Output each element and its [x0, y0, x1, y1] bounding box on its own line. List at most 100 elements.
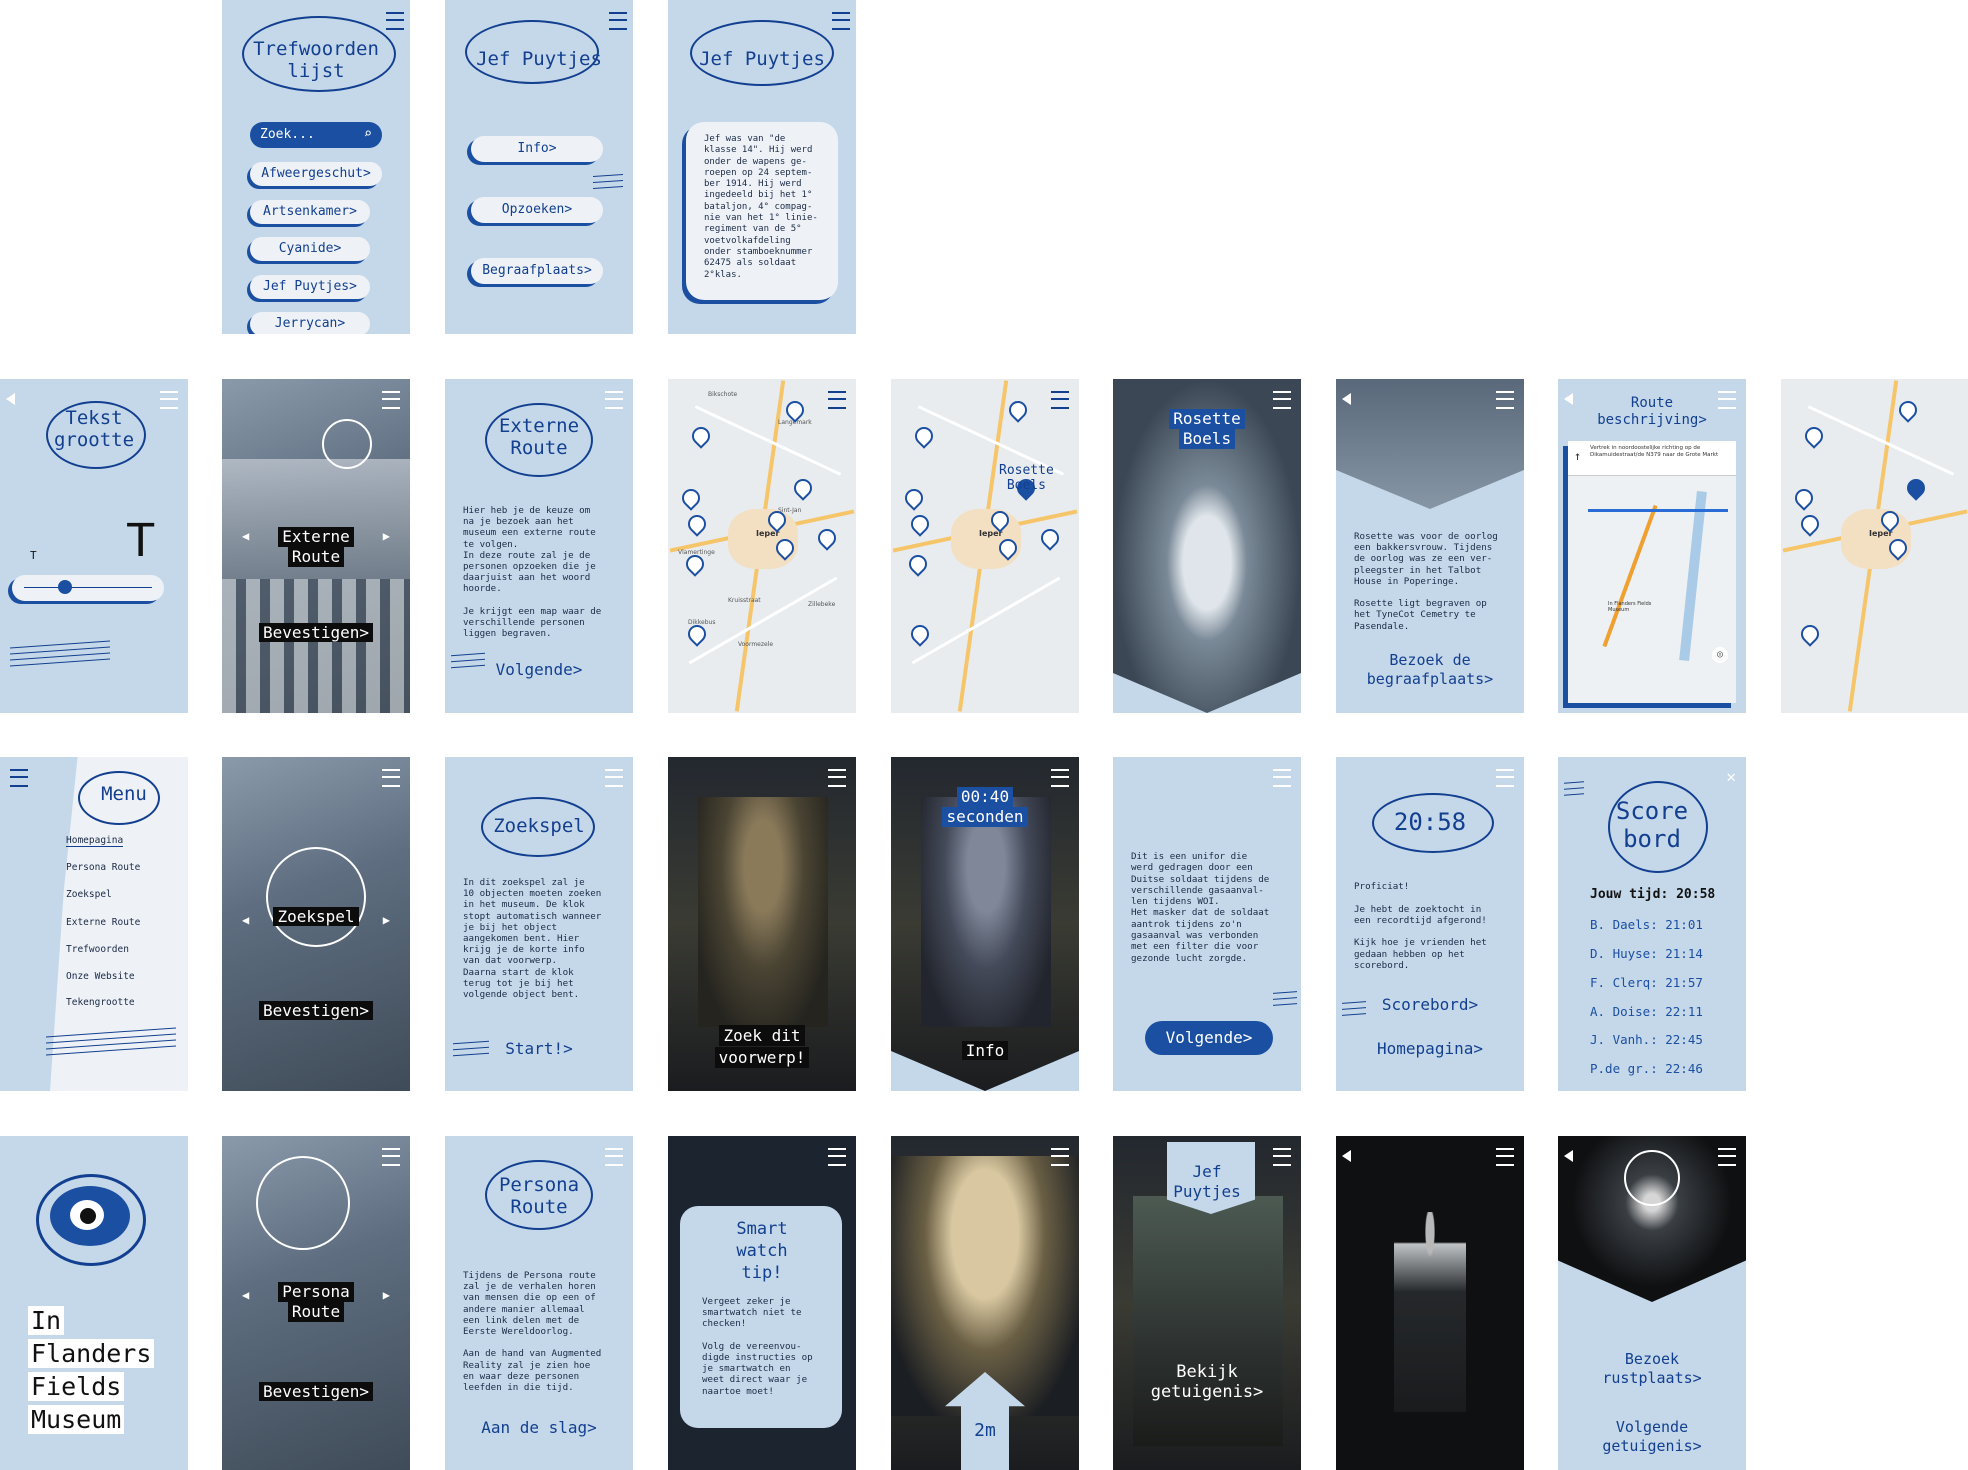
next-button[interactable]: Volgende>	[495, 660, 583, 679]
back-icon[interactable]	[1342, 393, 1351, 405]
map-pin[interactable]	[1005, 397, 1031, 423]
map-view[interactable]: Ieper Bikschote Langemark Zillebeke Voor…	[668, 379, 856, 713]
homepage-button[interactable]: Homepagina>	[1377, 1039, 1483, 1058]
text-size-slider[interactable]	[12, 575, 164, 601]
directions-map[interactable]: ↑ Vertrek in noordoostelijke richting op…	[1568, 441, 1736, 703]
search-input[interactable]: Zoek... ⌕	[250, 122, 382, 148]
start-button[interactable]: Start!>	[505, 1039, 573, 1058]
menu-icon[interactable]	[1051, 1148, 1069, 1166]
menu-icon[interactable]	[1273, 391, 1291, 409]
search-icon[interactable]: ⌕	[363, 126, 372, 142]
keyword-item[interactable]: Jef Puytjes>	[250, 275, 370, 299]
score-row: F. Clerq: 21:57	[1590, 975, 1703, 990]
confirm-button[interactable]: Bevestigen>	[222, 623, 410, 642]
screen-externe-route-info: Externe Route Hier heb je de keuze om na …	[445, 379, 633, 713]
screen-object-info: Dit is een unifor die werd gedragen door…	[1113, 757, 1301, 1091]
slider-knob[interactable]	[58, 580, 73, 594]
menu-icon[interactable]	[609, 12, 627, 30]
map-pin[interactable]	[907, 621, 933, 647]
confirm-button[interactable]: Bevestigen>	[222, 1001, 410, 1020]
find-object-label: Zoek dit voorwerp!	[668, 1025, 856, 1069]
map-pin[interactable]	[1797, 511, 1823, 537]
menu-item-trefwoorden[interactable]: Trefwoorden	[66, 944, 129, 955]
map-view[interactable]: Ieper Rosette Boels	[891, 379, 1079, 713]
map-pin[interactable]	[790, 475, 816, 501]
next-button[interactable]: Volgende>	[1145, 1021, 1273, 1055]
map-pin[interactable]	[905, 551, 931, 577]
menu-item-onze-website[interactable]: Onze Website	[66, 971, 135, 982]
keyword-item[interactable]: Jerrycan>	[250, 312, 370, 334]
next-arrow-icon[interactable]: ▶	[382, 1288, 390, 1302]
menu-icon[interactable]	[1718, 1148, 1736, 1166]
map-pin[interactable]	[1791, 485, 1817, 511]
title-scribble	[46, 401, 146, 469]
menu-icon[interactable]	[382, 769, 400, 787]
visit-grave-button[interactable]: Bezoek rustplaats>	[1602, 1350, 1702, 1387]
next-testimony-button[interactable]: Volgende getuigenis>	[1602, 1418, 1702, 1455]
close-icon[interactable]: ✕	[1726, 767, 1736, 786]
start-button[interactable]: Aan de slag>	[481, 1418, 597, 1437]
map-pin[interactable]	[814, 525, 840, 551]
selected-map-pin[interactable]	[1903, 475, 1929, 501]
visit-grave-button[interactable]: Bezoek de begraafplaats>	[1366, 651, 1494, 688]
menu-item-persona-route[interactable]: Persona Route	[66, 862, 141, 873]
menu-icon[interactable]	[605, 769, 623, 787]
prev-arrow-icon[interactable]: ◀	[242, 529, 250, 543]
menu-icon[interactable]	[1051, 391, 1069, 409]
map-pin[interactable]	[901, 485, 927, 511]
map-pin[interactable]	[907, 511, 933, 537]
map-pin[interactable]	[1895, 397, 1921, 423]
menu-item-externe-route[interactable]: Externe Route	[66, 917, 141, 928]
menu-icon[interactable]	[828, 391, 846, 409]
menu-icon[interactable]	[160, 391, 178, 409]
back-icon[interactable]	[6, 393, 15, 405]
menu-icon[interactable]	[1273, 769, 1291, 787]
map-pin[interactable]	[1037, 525, 1063, 551]
menu-icon[interactable]	[10, 769, 28, 787]
menu-icon[interactable]	[1496, 769, 1514, 787]
menu-icon[interactable]	[605, 1148, 623, 1166]
next-arrow-icon[interactable]: ▶	[382, 529, 390, 543]
menu-icon[interactable]	[1718, 391, 1736, 409]
map-pin[interactable]	[678, 485, 704, 511]
back-icon[interactable]	[1564, 393, 1573, 405]
menu-icon[interactable]	[382, 391, 400, 409]
confirm-button[interactable]: Bevestigen>	[222, 1382, 410, 1401]
keyword-item[interactable]: Cyanide>	[250, 237, 370, 261]
prev-arrow-icon[interactable]: ◀	[242, 913, 250, 927]
menu-icon[interactable]	[382, 1148, 400, 1166]
map-view[interactable]: Ieper	[1781, 379, 1968, 713]
back-icon[interactable]	[1564, 1150, 1573, 1162]
prev-arrow-icon[interactable]: ◀	[242, 1288, 250, 1302]
map-pin[interactable]	[684, 511, 710, 537]
map-pin[interactable]	[1801, 423, 1827, 449]
begraafplaats-button[interactable]: Begraafplaats>	[471, 258, 603, 284]
info-button[interactable]: Info	[891, 1041, 1079, 1060]
menu-icon[interactable]	[832, 12, 850, 30]
view-testimony-button[interactable]: Bekijk getuigenis>	[1150, 1362, 1264, 1402]
menu-icon[interactable]	[1273, 1148, 1291, 1166]
menu-icon[interactable]	[605, 391, 623, 409]
opzoeken-button[interactable]: Opzoeken>	[471, 197, 603, 223]
info-button[interactable]: Info>	[471, 136, 603, 162]
menu-icon[interactable]	[1496, 391, 1514, 409]
scoreboard-button[interactable]: Scorebord>	[1381, 995, 1479, 1014]
map-pin[interactable]	[688, 423, 714, 449]
map-pin[interactable]	[911, 423, 937, 449]
menu-item-zoekspel[interactable]: Zoekspel	[66, 889, 112, 900]
menu-icon[interactable]	[386, 12, 404, 30]
menu-icon[interactable]	[1051, 769, 1069, 787]
keyword-item[interactable]: Afweergeschut>	[250, 162, 382, 186]
map-pin[interactable]	[1797, 621, 1823, 647]
menu-icon[interactable]	[828, 769, 846, 787]
locate-icon[interactable]: ◎	[1712, 647, 1728, 663]
up-arrow-icon: ↑	[1574, 449, 1582, 463]
menu-icon[interactable]	[1496, 1148, 1514, 1166]
keyword-item[interactable]: Artsenkamer>	[250, 200, 370, 224]
menu-item-homepagina[interactable]: Homepagina	[66, 835, 124, 847]
menu-icon[interactable]	[828, 1148, 846, 1166]
menu-item-tekengrootte[interactable]: Tekengrootte	[66, 997, 135, 1008]
back-icon[interactable]	[1342, 1150, 1351, 1162]
screen-map: Ieper Bikschote Langemark Zillebeke Voor…	[668, 379, 856, 713]
next-arrow-icon[interactable]: ▶	[382, 913, 390, 927]
